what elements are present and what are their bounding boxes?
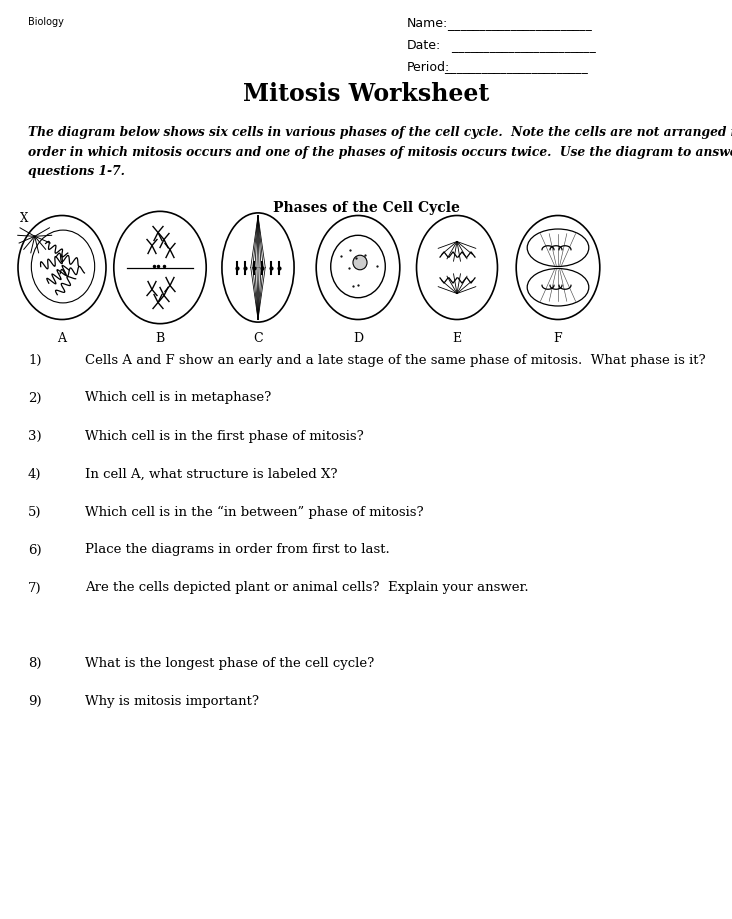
Text: F: F bbox=[553, 332, 562, 345]
Text: D: D bbox=[353, 332, 363, 345]
Text: Cells A and F show an early and a late stage of the same phase of mitosis.  What: Cells A and F show an early and a late s… bbox=[85, 354, 706, 367]
Text: What is the longest phase of the cell cycle?: What is the longest phase of the cell cy… bbox=[85, 656, 374, 670]
Text: Why is mitosis important?: Why is mitosis important? bbox=[85, 695, 259, 708]
Text: questions 1-7.: questions 1-7. bbox=[28, 165, 125, 178]
Text: _______________________: _______________________ bbox=[444, 17, 592, 30]
Text: 1): 1) bbox=[28, 354, 42, 367]
Text: 4): 4) bbox=[28, 468, 42, 481]
Text: Which cell is in the “in between” phase of mitosis?: Which cell is in the “in between” phase … bbox=[85, 505, 424, 518]
Text: A: A bbox=[58, 332, 67, 345]
Text: Mitosis Worksheet: Mitosis Worksheet bbox=[243, 82, 489, 106]
Text: 9): 9) bbox=[28, 695, 42, 708]
Text: Which cell is in the first phase of mitosis?: Which cell is in the first phase of mito… bbox=[85, 429, 364, 443]
Text: 8): 8) bbox=[28, 656, 42, 670]
Text: order in which mitosis occurs and one of the phases of mitosis occurs twice.  Us: order in which mitosis occurs and one of… bbox=[28, 145, 732, 158]
Text: _______________________: _______________________ bbox=[444, 61, 588, 74]
Text: In cell A, what structure is labeled X?: In cell A, what structure is labeled X? bbox=[85, 468, 337, 481]
Text: The diagram below shows six cells in various phases of the cell cycle.  Note the: The diagram below shows six cells in var… bbox=[28, 126, 732, 139]
Text: X: X bbox=[20, 211, 29, 224]
Text: 5): 5) bbox=[28, 505, 42, 518]
Text: B: B bbox=[155, 332, 165, 345]
Text: Name:: Name: bbox=[406, 17, 447, 30]
Text: 6): 6) bbox=[28, 543, 42, 557]
Text: 7): 7) bbox=[28, 582, 42, 595]
Text: Are the cells depicted plant or animal cells?  Explain your answer.: Are the cells depicted plant or animal c… bbox=[85, 582, 529, 595]
Text: _______________________: _______________________ bbox=[444, 39, 596, 52]
Text: 2): 2) bbox=[28, 391, 42, 404]
Ellipse shape bbox=[353, 255, 367, 270]
Text: Biology: Biology bbox=[28, 17, 64, 27]
Text: Period:: Period: bbox=[406, 61, 449, 74]
Text: Date:: Date: bbox=[406, 39, 441, 52]
Text: E: E bbox=[452, 332, 462, 345]
Text: Phases of the Cell Cycle: Phases of the Cell Cycle bbox=[272, 200, 460, 214]
Text: Place the diagrams in order from first to last.: Place the diagrams in order from first t… bbox=[85, 543, 389, 557]
Text: 3): 3) bbox=[28, 429, 42, 443]
Text: Which cell is in metaphase?: Which cell is in metaphase? bbox=[85, 391, 272, 404]
Text: C: C bbox=[253, 332, 263, 345]
